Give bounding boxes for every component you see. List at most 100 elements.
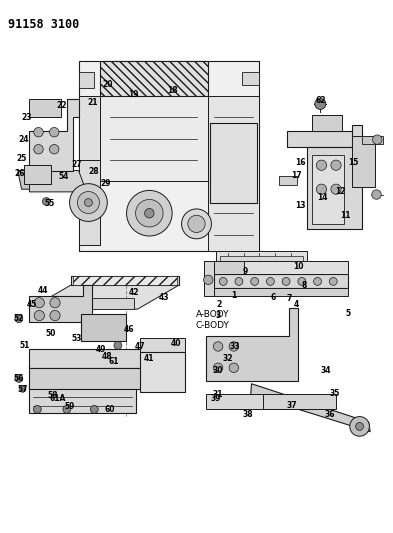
Text: 54: 54	[59, 173, 69, 181]
Circle shape	[204, 275, 213, 285]
Circle shape	[315, 99, 326, 109]
Circle shape	[331, 184, 341, 195]
Text: 49: 49	[96, 345, 107, 353]
Polygon shape	[79, 160, 100, 245]
Polygon shape	[81, 314, 126, 341]
Text: 45: 45	[27, 301, 37, 309]
Circle shape	[235, 278, 243, 285]
Text: 61: 61	[109, 357, 119, 366]
Circle shape	[90, 406, 98, 413]
Circle shape	[219, 278, 227, 285]
Text: 48: 48	[101, 352, 112, 360]
Text: 28: 28	[88, 167, 99, 176]
Text: 36: 36	[324, 410, 334, 419]
Text: 11: 11	[341, 212, 351, 220]
Polygon shape	[79, 61, 259, 251]
Text: 14: 14	[317, 193, 327, 201]
Text: 61A: 61A	[50, 394, 66, 403]
Bar	[100, 61, 208, 96]
Text: 53: 53	[72, 334, 82, 343]
Circle shape	[20, 386, 26, 392]
Text: 50: 50	[46, 329, 56, 337]
Polygon shape	[216, 251, 307, 277]
Text: 34: 34	[321, 366, 331, 375]
Circle shape	[331, 160, 341, 171]
Polygon shape	[244, 261, 348, 274]
Text: 17: 17	[291, 172, 302, 180]
Text: 37: 37	[286, 401, 297, 409]
Text: 59: 59	[65, 402, 75, 410]
Polygon shape	[100, 96, 208, 181]
Circle shape	[70, 184, 107, 221]
Polygon shape	[79, 96, 100, 160]
Bar	[73, 276, 177, 285]
Polygon shape	[29, 99, 79, 171]
Polygon shape	[29, 349, 141, 368]
Circle shape	[50, 310, 60, 321]
Circle shape	[356, 423, 364, 430]
Text: 5: 5	[345, 309, 351, 318]
Circle shape	[213, 363, 223, 373]
Text: A-BODY
C-BODY: A-BODY C-BODY	[195, 310, 229, 329]
Bar	[279, 176, 297, 185]
Text: 16: 16	[296, 158, 306, 167]
Bar	[100, 61, 208, 96]
Text: 43: 43	[159, 293, 169, 302]
Text: 6: 6	[270, 293, 276, 302]
Text: 4: 4	[294, 301, 299, 309]
Text: 35: 35	[330, 389, 340, 398]
Text: 33: 33	[230, 342, 240, 351]
Polygon shape	[71, 276, 179, 285]
Polygon shape	[208, 96, 259, 251]
Circle shape	[316, 160, 327, 171]
Circle shape	[63, 406, 71, 413]
Polygon shape	[29, 285, 179, 309]
Text: 62: 62	[315, 96, 325, 104]
Circle shape	[84, 199, 92, 206]
Circle shape	[314, 278, 321, 285]
Circle shape	[213, 342, 223, 351]
Circle shape	[50, 127, 59, 137]
Text: 30: 30	[213, 366, 223, 375]
Polygon shape	[83, 298, 134, 309]
Polygon shape	[214, 274, 348, 288]
Text: 31: 31	[213, 390, 223, 399]
Text: 18: 18	[167, 86, 178, 95]
Polygon shape	[263, 394, 336, 409]
Polygon shape	[206, 308, 298, 381]
Text: 51: 51	[19, 341, 29, 350]
Circle shape	[15, 375, 23, 382]
Text: 10: 10	[294, 262, 304, 271]
Circle shape	[329, 278, 337, 285]
Text: 41: 41	[144, 354, 154, 362]
Polygon shape	[206, 394, 289, 409]
Polygon shape	[29, 285, 92, 322]
Circle shape	[316, 184, 327, 195]
Text: 13: 13	[296, 201, 306, 209]
Text: 44: 44	[37, 286, 48, 295]
Circle shape	[350, 417, 369, 436]
Circle shape	[136, 199, 163, 227]
Polygon shape	[29, 99, 61, 117]
Polygon shape	[362, 136, 383, 144]
Text: 46: 46	[124, 325, 134, 334]
Text: 15: 15	[349, 158, 359, 167]
Circle shape	[145, 208, 154, 218]
Polygon shape	[307, 125, 362, 229]
Text: 27: 27	[71, 160, 82, 168]
Circle shape	[34, 144, 43, 154]
Polygon shape	[204, 261, 214, 296]
Text: 29: 29	[101, 180, 111, 188]
Polygon shape	[352, 136, 375, 187]
Text: 8: 8	[302, 281, 307, 289]
Circle shape	[251, 278, 259, 285]
Text: 39: 39	[210, 394, 220, 403]
Circle shape	[34, 297, 44, 308]
Text: 60: 60	[104, 405, 114, 414]
Text: 38: 38	[242, 410, 253, 419]
Text: 23: 23	[22, 113, 32, 122]
Circle shape	[373, 135, 382, 144]
Text: 1: 1	[231, 292, 237, 300]
Text: 58: 58	[48, 391, 58, 400]
Text: 20: 20	[103, 80, 113, 88]
